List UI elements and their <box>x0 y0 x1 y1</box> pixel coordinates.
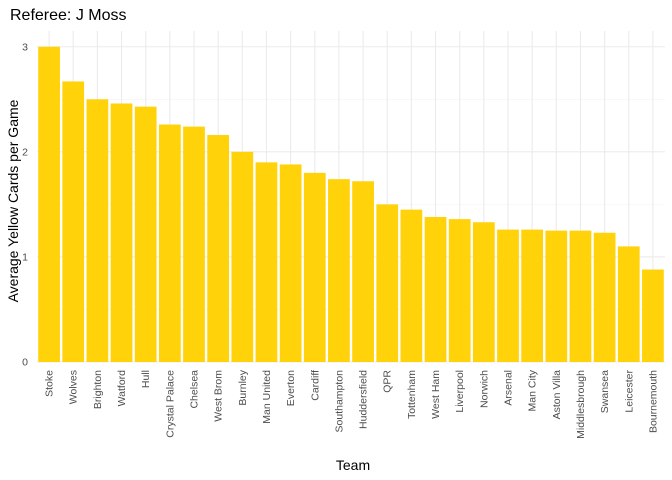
x-tick-label: Hull <box>140 370 152 388</box>
bar-southampton <box>328 179 350 362</box>
x-tick-label: Huddersfield <box>358 370 370 429</box>
x-tick-label: Man United <box>261 370 273 424</box>
x-tick-label: Norwich <box>478 370 490 408</box>
y-tick-label: 1 <box>22 251 28 263</box>
x-tick-label: Wolves <box>68 370 80 404</box>
bar-bournemouth <box>642 269 664 362</box>
x-tick-label: Chelsea <box>189 370 201 409</box>
x-tick-label: Southampton <box>333 370 345 433</box>
x-tick-label: Brighton <box>92 370 104 409</box>
x-tick-label: Leicester <box>623 370 635 413</box>
x-tick-label: Liverpool <box>454 370 466 413</box>
x-tick-label: Man City <box>527 369 539 411</box>
bar-burnley <box>231 151 254 362</box>
bar-brighton <box>86 99 109 363</box>
y-axis-tick-labels: 0 1 2 3 <box>22 41 28 368</box>
x-tick-label: QPR <box>382 370 394 393</box>
x-axis-tick-labels: Stoke Wolves Brighton Watford Hull Crystal Pa… <box>44 369 660 439</box>
x-tick-label: Aston Villa <box>551 370 563 420</box>
x-tick-label: Burnley <box>237 369 249 405</box>
y-tick-label: 2 <box>22 146 28 158</box>
bar-man-city <box>521 229 544 362</box>
bar-tottenham <box>400 209 423 362</box>
x-tick-label: Bournemouth <box>647 370 659 433</box>
bar-cardiff <box>303 172 326 362</box>
bar-watford <box>110 103 133 362</box>
bar-west-brom <box>207 135 230 362</box>
chart-title: Referee: J Moss <box>10 7 126 24</box>
x-tick-label: Tottenham <box>406 370 418 419</box>
bar-man-united <box>255 162 278 362</box>
bar-qpr <box>376 204 399 362</box>
x-tick-label: Swansea <box>599 370 611 413</box>
bar-crystal-palace <box>158 124 181 363</box>
bar-everton <box>279 164 302 362</box>
bar-aston-villa <box>545 230 568 362</box>
x-tick-label: Stoke <box>44 370 56 397</box>
bar-wolves <box>62 81 85 362</box>
bar-hull <box>134 106 157 363</box>
x-axis-title: Team <box>336 457 370 473</box>
bar-swansea <box>593 232 616 362</box>
x-tick-label: West Brom <box>213 370 225 422</box>
y-tick-label: 0 <box>22 357 28 369</box>
y-axis-title: Average Yellow Cards per Game <box>5 99 21 302</box>
bar-norwich <box>472 222 495 362</box>
x-tick-label: Cardiff <box>309 370 321 401</box>
x-tick-label: Everton <box>285 370 297 406</box>
bar-west-ham <box>424 216 447 362</box>
bar-leicester <box>617 246 640 362</box>
bar-chelsea <box>183 126 205 362</box>
bar-arsenal <box>497 229 519 362</box>
x-tick-label: West Ham <box>430 370 442 419</box>
bar-middlesbrough <box>569 230 592 362</box>
x-tick-label: Crystal Palace <box>164 370 176 438</box>
bar-huddersfield <box>352 181 374 362</box>
bar-liverpool <box>448 219 471 362</box>
bars <box>38 46 664 363</box>
x-tick-label: Arsenal <box>503 370 515 406</box>
bar-stoke <box>38 46 60 363</box>
x-tick-label: Watford <box>116 370 128 407</box>
x-tick-label: Middlesbrough <box>575 370 587 439</box>
y-tick-label: 3 <box>22 41 28 53</box>
